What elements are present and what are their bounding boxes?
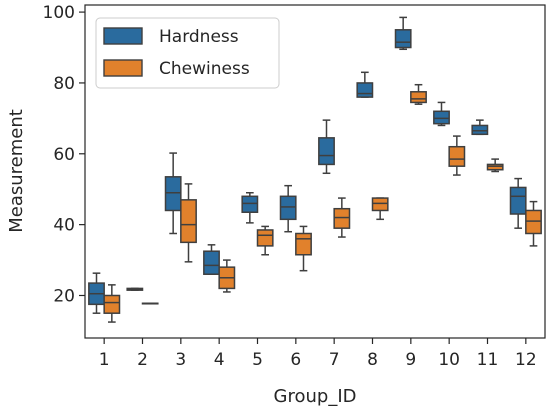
box-iqr xyxy=(318,137,335,166)
box-hardness-group-12 xyxy=(509,177,527,229)
box-iqr xyxy=(371,197,389,212)
box-hardness-group-9 xyxy=(394,16,412,51)
box-iqr xyxy=(433,110,450,125)
x-tick-label: 12 xyxy=(515,350,537,370)
y-tick-label: 100 xyxy=(43,3,75,23)
legend-swatch-chewiness xyxy=(103,59,143,77)
box-iqr xyxy=(333,207,351,229)
x-tick-label: 10 xyxy=(438,350,460,370)
x-tick-label: 11 xyxy=(477,350,499,370)
box-iqr xyxy=(394,29,412,49)
box-iqr xyxy=(203,250,220,275)
box-iqr xyxy=(486,163,504,171)
box-chewiness-group-10 xyxy=(448,135,466,176)
box-chewiness-group-11 xyxy=(486,158,504,173)
box-hardness-group-2 xyxy=(126,287,144,291)
box-hardness-group-7 xyxy=(318,119,335,175)
box-iqr xyxy=(256,229,274,247)
box-hardness-group-10 xyxy=(433,101,450,127)
box-chewiness-group-1 xyxy=(103,284,121,323)
box-hardness-group-6 xyxy=(279,184,297,233)
box-iqr xyxy=(356,82,374,98)
box-hardness-group-4 xyxy=(203,244,220,275)
box-iqr xyxy=(525,209,542,235)
y-axis-label: Measurement xyxy=(6,109,27,233)
y-tick-label: 40 xyxy=(53,216,75,236)
box-layer xyxy=(88,16,542,323)
box-iqr xyxy=(279,195,297,221)
y-tick-label: 80 xyxy=(53,74,75,94)
legend-swatch-hardness xyxy=(103,27,143,45)
box-hardness-group-11 xyxy=(471,119,489,136)
box-hardness-group-8 xyxy=(356,71,374,98)
x-tick-label: 9 xyxy=(405,350,416,370)
box-iqr xyxy=(241,195,259,213)
box-chewiness-group-3 xyxy=(180,183,197,263)
box-chewiness-group-8 xyxy=(371,197,389,221)
box-iqr xyxy=(295,232,312,256)
x-tick-label: 3 xyxy=(175,350,186,370)
x-axis: 1 2 3 4 5 6 7 8 9 10 11 12 xyxy=(99,338,537,370)
y-tick-label: 60 xyxy=(53,145,75,165)
legend-label-chewiness: Chewiness xyxy=(159,59,250,79)
box-hardness-group-1 xyxy=(88,272,105,314)
legend-label-hardness: Hardness xyxy=(159,27,239,47)
plot-frame xyxy=(84,4,546,339)
x-tick-label: 4 xyxy=(214,350,225,370)
legend: Hardness Chewiness xyxy=(95,17,280,89)
x-tick-label: 6 xyxy=(290,350,301,370)
x-tick-label: 7 xyxy=(329,350,340,370)
box-iqr xyxy=(180,199,197,244)
box-iqr xyxy=(164,176,182,212)
box-chewiness-group-6 xyxy=(295,225,312,272)
box-chewiness-group-4 xyxy=(218,259,236,293)
box-chewiness-group-2 xyxy=(141,302,159,305)
box-chewiness-group-5 xyxy=(256,225,274,256)
box-chewiness-group-7 xyxy=(333,197,351,238)
x-tick-label: 5 xyxy=(252,350,263,370)
box-hardness-group-5 xyxy=(241,192,259,224)
box-iqr xyxy=(509,186,527,215)
x-tick-label: 1 xyxy=(99,350,110,370)
box-iqr xyxy=(448,145,466,167)
x-axis-label: Group_ID xyxy=(274,386,357,407)
x-tick-label: 8 xyxy=(367,350,378,370)
box-hardness-group-3 xyxy=(164,152,182,235)
box-chewiness-group-12 xyxy=(525,200,542,247)
y-tick-label: 20 xyxy=(53,286,75,306)
box-iqr xyxy=(410,91,427,104)
x-tick-label: 2 xyxy=(137,350,148,370)
box-iqr xyxy=(103,294,121,314)
box-chewiness-group-9 xyxy=(410,83,427,105)
y-axis: 20 40 60 80 100 xyxy=(43,3,85,306)
box-iqr xyxy=(471,124,489,136)
